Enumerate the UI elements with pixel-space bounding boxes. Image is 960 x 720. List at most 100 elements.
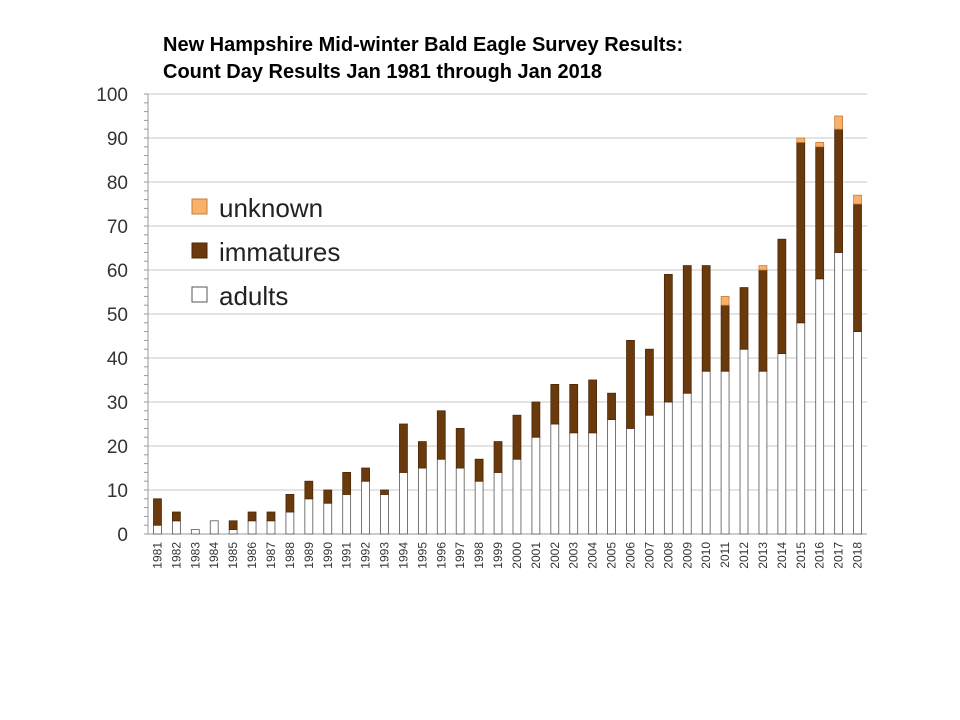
x-tick-label: 1997 <box>453 542 467 569</box>
bar-segment-adults-1995 <box>417 467 427 535</box>
bar-segment-adults-2003 <box>569 432 579 535</box>
x-tick-label: 2010 <box>699 542 713 569</box>
bar-segment-immatures-2005 <box>607 392 616 421</box>
legend-label-unknown: unknown <box>219 193 323 223</box>
x-tick-label: 1986 <box>245 542 259 569</box>
bar-segment-adults-2014 <box>777 353 787 535</box>
bar-segment-immatures-2003 <box>569 383 579 434</box>
bar-segment-adults-1992 <box>361 480 370 535</box>
legend-label-adults: adults <box>219 281 288 311</box>
x-tick-label: 2011 <box>718 542 732 568</box>
bar-segment-adults-2008 <box>663 401 673 535</box>
x-tick-label: 2014 <box>775 542 789 569</box>
x-tick-label: 2003 <box>567 542 581 569</box>
bar-segment-immatures-1985 <box>228 520 238 530</box>
legend-swatch-immatures <box>191 242 208 259</box>
x-tick-label: 1981 <box>150 542 164 569</box>
bar-segment-unknown-2017 <box>834 115 843 130</box>
bar-segment-adults-1990 <box>323 502 333 535</box>
bar-segment-adults-1984 <box>209 520 219 535</box>
bars <box>153 115 862 535</box>
bar-segment-unknown-2016 <box>815 141 825 148</box>
y-tick-label: 0 <box>117 525 128 546</box>
legend-swatch-unknown <box>191 198 208 215</box>
y-tick-label: 50 <box>107 305 128 326</box>
y-tick-label: 40 <box>107 349 128 370</box>
x-axis-labels: 1981 1982 1983 1984 1985 1986 1987 1988 1989 1990… <box>150 542 864 569</box>
x-tick-label: 2013 <box>756 542 770 569</box>
bar-segment-adults-1982 <box>172 520 181 535</box>
bar-segment-adults-1997 <box>455 467 465 535</box>
y-axis-ticks: 0 10 20 30 40 50 60 70 80 90 100 <box>96 85 128 546</box>
x-tick-label: 2008 <box>661 542 675 569</box>
x-tick-label: 2016 <box>813 542 827 569</box>
bar-segment-adults-1993 <box>380 493 389 535</box>
y-tick-label: 60 <box>107 261 128 282</box>
bar-segment-immatures-2008 <box>663 273 673 403</box>
bar-segment-immatures-1988 <box>285 493 295 513</box>
x-tick-label: 1995 <box>415 542 429 569</box>
bar-segment-adults-2011 <box>720 370 730 535</box>
bar-segment-adults-2015 <box>796 322 806 535</box>
bar-segment-immatures-2016 <box>815 146 825 280</box>
bar-segment-adults-2016 <box>815 278 825 535</box>
x-tick-label: 2001 <box>529 542 543 569</box>
bar-segment-immatures-1999 <box>493 441 503 473</box>
bar-segment-immatures-1990 <box>323 489 333 504</box>
legend-swatch-adults <box>191 286 208 303</box>
bar-segment-immatures-2004 <box>588 379 598 434</box>
bar-segment-immatures-2002 <box>550 383 560 425</box>
y-tick-label: 30 <box>107 393 128 414</box>
bar-segment-adults-1996 <box>436 458 446 535</box>
bar-segment-immatures-2006 <box>626 339 635 429</box>
bar-segment-unknown-2011 <box>720 295 730 306</box>
legend-label-immatures: immatures <box>219 237 340 267</box>
x-tick-label: 2006 <box>623 542 637 569</box>
bar-segment-adults-2006 <box>626 427 635 535</box>
x-tick-label: 1983 <box>188 542 202 569</box>
x-tick-label: 2007 <box>642 542 656 569</box>
bar-segment-adults-2007 <box>645 414 654 535</box>
bar-segment-adults-1985 <box>228 529 238 535</box>
x-tick-label: 1998 <box>472 542 486 569</box>
bar-segment-immatures-2009 <box>682 265 692 394</box>
bar-segment-unknown-2015 <box>796 137 806 143</box>
x-tick-label: 2015 <box>794 542 808 569</box>
bar-segment-adults-2000 <box>512 458 522 535</box>
bar-segment-adults-1998 <box>474 480 484 535</box>
chart-title-line-1: New Hampshire Mid-winter Bald Eagle Surv… <box>163 34 684 56</box>
bar-segment-adults-2004 <box>588 432 598 535</box>
chart-title-line-2: Count Day Results Jan 1981 through Jan 2… <box>163 61 603 83</box>
bar-segment-immatures-1986 <box>247 511 257 522</box>
x-tick-label: 1982 <box>169 542 183 569</box>
x-tick-label: 2005 <box>605 542 619 569</box>
bar-segment-immatures-1993 <box>380 489 389 495</box>
bar-segment-adults-2001 <box>531 436 541 535</box>
x-tick-label: 2009 <box>680 542 694 569</box>
chart-title: New Hampshire Mid-winter Bald Eagle Surv… <box>163 32 683 86</box>
x-tick-label: 2012 <box>737 542 751 569</box>
x-tick-label: 1985 <box>226 542 240 569</box>
bar-segment-immatures-1997 <box>455 427 465 469</box>
bar-segment-adults-2012 <box>739 348 749 535</box>
bar-segment-adults-2013 <box>758 370 768 535</box>
x-tick-label: 1994 <box>396 542 410 569</box>
x-tick-label: 1992 <box>359 542 373 569</box>
bar-segment-immatures-1996 <box>436 410 446 460</box>
y-tick-label: 100 <box>96 85 128 106</box>
bar-segment-immatures-2007 <box>645 348 654 416</box>
bar-segment-immatures-1981 <box>153 498 162 526</box>
bar-segment-immatures-1994 <box>399 423 408 473</box>
bar-segment-immatures-2010 <box>701 265 711 372</box>
x-tick-label: 2004 <box>586 542 600 569</box>
x-tick-label: 1984 <box>207 542 221 569</box>
bar-segment-adults-2018 <box>853 331 862 535</box>
bar-segment-adults-2005 <box>607 419 616 535</box>
bar-segment-adults-1983 <box>190 529 200 535</box>
bar-segment-adults-1987 <box>266 520 276 535</box>
bar-segment-immatures-1992 <box>361 467 370 482</box>
y-tick-label: 80 <box>107 173 128 194</box>
bar-segment-adults-2010 <box>701 370 711 535</box>
bar-segment-immatures-1982 <box>172 511 181 522</box>
